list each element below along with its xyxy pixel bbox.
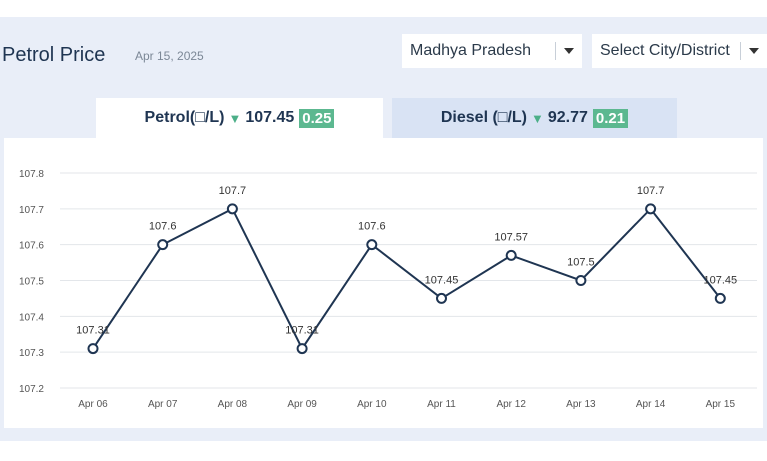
tab-petrol[interactable]: Petrol(□/L) ▼ 107.45 0.25: [96, 98, 383, 138]
y-tick-label: 107.6: [19, 241, 44, 252]
data-label: 107.7: [219, 185, 247, 197]
x-tick-label: Apr 11: [427, 399, 456, 410]
y-tick-label: 107.5: [19, 277, 44, 288]
state-select[interactable]: Madhya Pradesh: [402, 34, 582, 68]
city-select[interactable]: Select City/District: [592, 34, 767, 68]
data-point: [714, 292, 726, 304]
x-tick-label: Apr 07: [148, 399, 178, 410]
y-tick-label: 107.7: [19, 205, 44, 216]
x-tick-label: Apr 08: [218, 399, 248, 410]
y-tick-label: 107.4: [19, 312, 44, 323]
chevron-down-icon[interactable]: [556, 48, 582, 54]
data-label: 107.6: [149, 221, 177, 233]
data-label: 107.5: [567, 257, 595, 269]
x-tick-label: Apr 12: [496, 399, 526, 410]
x-tick-label: Apr 15: [706, 399, 736, 410]
data-point: [645, 203, 657, 215]
data-point: [366, 239, 378, 251]
price-date: Apr 15, 2025: [135, 49, 204, 63]
tab-diesel-label: Diesel (□/L): [440, 109, 527, 126]
data-point: [226, 203, 238, 215]
tab-diesel-change-badge: 0.21: [592, 108, 629, 128]
city-select-value: Select City/District: [600, 42, 730, 59]
y-tick-label: 107.2: [19, 384, 44, 395]
data-label: 107.7: [637, 185, 665, 197]
tab-petrol-change-badge: 0.25: [299, 108, 335, 128]
tab-diesel[interactable]: Diesel (□/L) ▼ 92.77 0.21: [392, 98, 677, 138]
price-line-chart: 107.8 107.7 107.6 107.5 107.4 107.3 107.2 Apr 0…: [19, 169, 757, 410]
data-point: [505, 249, 517, 261]
data-point: [157, 239, 169, 251]
data-label: 107.57: [494, 231, 528, 243]
tab-petrol-label: Petrol(□/L): [144, 109, 225, 126]
x-tick-label: Apr 09: [287, 399, 317, 410]
tab-petrol-price: 107.45: [245, 109, 295, 126]
price-chart-area: 107.8 107.7 107.6 107.5 107.4 107.3 107.2 Apr 0…: [4, 138, 763, 428]
x-tick-label: Apr 13: [566, 399, 596, 410]
page-title: Petrol Price: [2, 44, 106, 66]
data-point: [575, 275, 587, 286]
y-tick-label: 107.3: [19, 348, 44, 359]
data-label: 107.31: [76, 325, 110, 337]
data-label: 107.45: [703, 274, 737, 286]
x-tick-label: Apr 06: [78, 399, 108, 410]
down-arrow-icon: ▼: [531, 110, 544, 126]
x-tick-label: Apr 14: [636, 399, 666, 410]
data-label: 107.6: [358, 221, 386, 233]
data-label: 107.31: [285, 325, 319, 337]
data-point: [87, 343, 99, 355]
down-arrow-icon: ▼: [228, 110, 242, 126]
tab-diesel-price: 92.77: [547, 109, 588, 126]
data-label: 107.45: [425, 274, 459, 286]
x-tick-label: Apr 10: [357, 399, 387, 410]
state-select-value: Madhya Pradesh: [410, 42, 531, 59]
chevron-down-icon[interactable]: [741, 48, 767, 54]
data-point: [296, 343, 308, 355]
data-point: [436, 292, 447, 304]
series-line: [92, 207, 722, 351]
y-tick-label: 107.8: [19, 169, 44, 180]
